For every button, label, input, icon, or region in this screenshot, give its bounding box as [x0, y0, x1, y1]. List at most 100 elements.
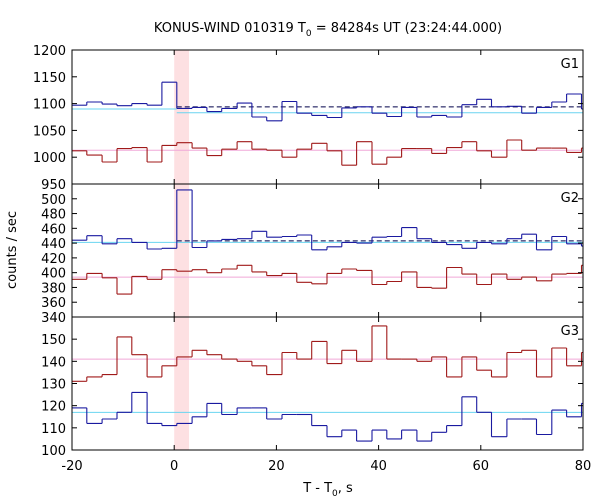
step-bin [521, 106, 537, 114]
step-bin [221, 268, 238, 273]
step-bin [311, 142, 327, 150]
step-bin [236, 359, 252, 362]
step-bin [386, 280, 402, 285]
step-bin [461, 141, 477, 148]
step-bin [401, 271, 417, 282]
step-bin [506, 238, 522, 244]
step-bin [446, 115, 462, 118]
step-bin [371, 106, 387, 114]
y-tick-label: 380 [41, 281, 66, 296]
highlight-band-g1 [174, 50, 190, 184]
y-axis-ticks: 950 1000 1050 1100 1150 1200 34036038040042044… [33, 44, 583, 459]
series-red-g2 [72, 264, 583, 295]
step-bin [251, 230, 267, 239]
y-tick-label: 480 [41, 208, 66, 223]
step-bin [341, 349, 357, 364]
step-bin [191, 349, 207, 357]
step-bin [161, 81, 177, 106]
step-bin [131, 238, 148, 243]
step-bin [146, 276, 162, 280]
step-bin [176, 142, 193, 146]
y-tick-label: 150 [41, 333, 66, 348]
y-tick-label: 460 [41, 222, 66, 237]
y-axis-label: counts / sec [5, 211, 20, 289]
step-bin [490, 273, 507, 285]
step-bin [535, 234, 552, 251]
step-bin [341, 241, 357, 247]
step-bin [206, 269, 222, 274]
y-tick-label: 1150 [33, 71, 66, 86]
x-tick-label: 20 [268, 459, 285, 474]
step-bin [296, 234, 312, 237]
step-bin [101, 273, 117, 279]
series-red-g3 [72, 325, 583, 382]
step-bin [86, 150, 103, 156]
panel-g1 [72, 81, 583, 166]
step-bin [311, 414, 327, 427]
step-bin [176, 422, 193, 426]
step-bin [416, 359, 432, 362]
step-bin [476, 98, 492, 105]
series-blue-g2 [72, 189, 583, 251]
step-bin [446, 425, 462, 433]
step-bin [146, 147, 162, 163]
step-bin [506, 105, 522, 107]
step-bin [521, 276, 537, 280]
y-tick-label: 950 [41, 178, 66, 193]
step-bin [86, 272, 103, 280]
step-bin [521, 140, 537, 151]
step-bin [176, 189, 193, 249]
step-bin [461, 104, 477, 117]
step-bin [476, 241, 492, 249]
step-bin [326, 246, 342, 250]
panel-name-g1: G1 [561, 57, 579, 72]
step-bin [116, 148, 132, 162]
step-bin [535, 350, 552, 378]
step-bin [446, 356, 462, 378]
step-bin [311, 113, 327, 116]
y-tick-label: 500 [41, 193, 66, 208]
step-bin [131, 275, 148, 295]
step-bin [356, 242, 372, 244]
step-bin [356, 430, 372, 442]
step-bin [476, 141, 492, 152]
step-bin [281, 413, 297, 419]
step-bin [356, 350, 372, 362]
step-bin [206, 107, 222, 113]
y-tick-label: 1050 [33, 124, 66, 139]
step-bin [506, 274, 522, 280]
panel-frame-g2 [71, 183, 584, 318]
step-bin [431, 356, 447, 362]
step-bin [431, 148, 447, 154]
step-bin [326, 272, 342, 284]
step-bin [116, 104, 132, 107]
step-bin [551, 235, 567, 250]
step-bin [236, 407, 252, 415]
step-bin [476, 396, 492, 413]
step-bin [281, 235, 297, 238]
step-bin [116, 277, 132, 295]
step-bin [251, 361, 267, 367]
highlight-band-g3 [174, 317, 190, 450]
step-bin [566, 272, 582, 275]
step-bin [490, 99, 507, 108]
step-bin [535, 106, 552, 114]
series-blue-g3 [72, 391, 583, 442]
step-bin [386, 430, 402, 440]
step-bin [521, 233, 537, 239]
step-bin [116, 411, 132, 419]
step-bin [535, 419, 552, 436]
y-tick-label: 1200 [33, 44, 66, 59]
step-bin [341, 150, 357, 166]
step-bin [431, 114, 447, 117]
step-bin [341, 429, 357, 437]
x-tick-label: 80 [575, 459, 592, 474]
step-bin [221, 107, 238, 112]
step-bin [221, 403, 238, 416]
step-bin [551, 409, 567, 435]
step-bin [431, 431, 447, 442]
step-bin [146, 103, 162, 106]
step-bin [551, 347, 567, 377]
y-tick-label: 1100 [33, 98, 66, 113]
step-bin [296, 352, 312, 360]
